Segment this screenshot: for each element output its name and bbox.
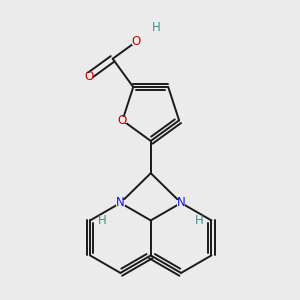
Bar	[116, 200, 124, 206]
Bar	[99, 218, 106, 224]
Text: H: H	[98, 214, 107, 227]
Bar	[177, 200, 185, 206]
Text: O: O	[84, 70, 93, 83]
Bar	[153, 24, 160, 30]
Text: N: N	[177, 196, 185, 209]
Text: H: H	[195, 214, 203, 227]
Text: O: O	[131, 35, 140, 48]
Text: H: H	[152, 21, 161, 34]
Bar	[118, 118, 127, 123]
Text: O: O	[118, 114, 127, 127]
Bar	[196, 218, 202, 224]
Text: N: N	[116, 196, 125, 209]
Bar	[132, 39, 140, 45]
Bar	[85, 73, 93, 79]
